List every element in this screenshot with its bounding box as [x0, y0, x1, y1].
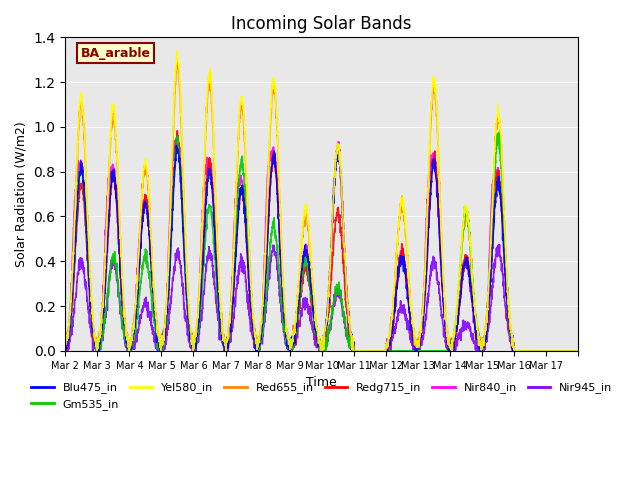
Text: BA_arable: BA_arable: [81, 47, 150, 60]
Y-axis label: Solar Radiation (W/m2): Solar Radiation (W/m2): [15, 121, 28, 267]
Title: Incoming Solar Bands: Incoming Solar Bands: [232, 15, 412, 33]
Legend: Blu475_in, Gm535_in, Yel580_in, Red655_in, Redg715_in, Nir840_in, Nir945_in: Blu475_in, Gm535_in, Yel580_in, Red655_i…: [27, 378, 616, 414]
X-axis label: Time: Time: [307, 376, 337, 389]
